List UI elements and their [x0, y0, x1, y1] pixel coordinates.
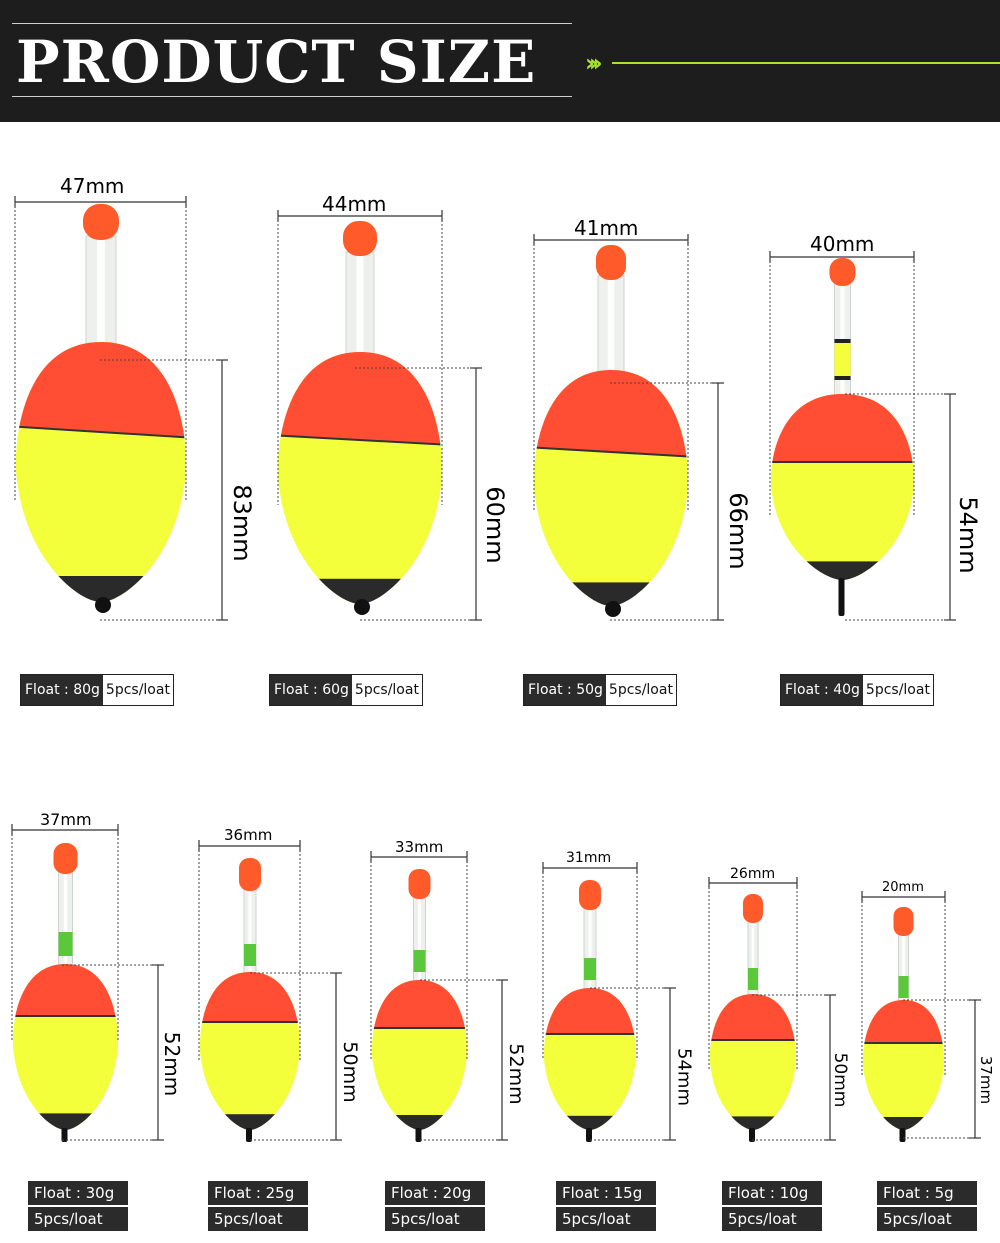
green-band [898, 976, 909, 998]
float-eyelet [354, 599, 370, 615]
quantity-label: 5pcs/loat [608, 682, 673, 698]
height-label: 60mm [481, 486, 509, 564]
weight-label: Float : 20g [385, 1181, 485, 1205]
height-label: 50mm [339, 1041, 361, 1103]
float-spec-tag: Float : 80g 5pcs/loat [20, 674, 174, 706]
float-spec-tag: Float : 40g 5pcs/loat [780, 674, 934, 706]
width-label: 20mm [882, 880, 924, 895]
float-red-cap [277, 352, 443, 445]
float-tip [743, 894, 763, 923]
header-banner: PRODUCT SIZE ››› [0, 0, 1000, 122]
quantity-label: 5pcs/loat [385, 1207, 485, 1231]
quantity-label: 5pcs/loat [28, 1207, 128, 1231]
height-label: 37mm [977, 1055, 995, 1105]
title-bottom-rule [12, 96, 572, 97]
float-red-cap [543, 988, 637, 1034]
width-label: 41mm [574, 216, 639, 240]
float-eyelet [95, 597, 111, 613]
float-red-cap [199, 972, 301, 1022]
height-label: 83mm [228, 484, 256, 562]
weight-label: Float : 5g [877, 1181, 977, 1205]
band-stripe [834, 339, 851, 343]
float-spec-tag: Float : 20g 5pcs/loat [385, 1181, 485, 1231]
green-band [413, 950, 426, 972]
width-label: 37mm [40, 810, 92, 829]
float-red-cap [770, 394, 915, 462]
float-tip [343, 221, 377, 256]
float-peg [246, 1128, 252, 1142]
float-peg [749, 1128, 755, 1142]
quantity-label: 5pcs/loat [354, 682, 419, 698]
float-spec-tag: Float : 5g 5pcs/loat [877, 1181, 977, 1231]
height-label: 54mm [954, 496, 982, 574]
green-band [58, 932, 73, 956]
weight-label: Float : 15g [556, 1181, 656, 1205]
width-label: 47mm [60, 174, 125, 198]
float-tip [239, 858, 261, 891]
quantity-label: 5pcs/loat [556, 1207, 656, 1231]
weight-label: Float : 25g [208, 1181, 308, 1205]
width-label: 33mm [395, 838, 444, 856]
float-spec-tag: Float : 15g 5pcs/loat [556, 1181, 656, 1231]
float-spec-tag: Float : 50g 5pcs/loat [523, 674, 677, 706]
green-band [584, 958, 596, 980]
float-peg [586, 1128, 592, 1142]
float-red-cap [12, 964, 119, 1016]
height-label: 54mm [673, 1048, 695, 1106]
float-spec-tag: Float : 30g 5pcs/loat [28, 1181, 128, 1231]
width-label: 36mm [224, 826, 273, 844]
seam-line [15, 425, 187, 439]
quantity-label: 5pcs/loat [877, 1207, 977, 1231]
float-tip [83, 204, 119, 240]
width-label: 40mm [810, 232, 875, 256]
float-peg [61, 1128, 68, 1142]
float-red-cap [709, 994, 797, 1040]
float-spec-tag: Float : 25g 5pcs/loat [208, 1181, 308, 1231]
float-tip [893, 907, 914, 936]
height-label: 66mm [724, 492, 752, 570]
width-label: 31mm [566, 850, 612, 866]
float-tip [829, 258, 856, 286]
height-label: 52mm [505, 1043, 527, 1105]
width-label: 44mm [322, 192, 387, 216]
weight-label: Float : 40g [781, 675, 863, 705]
yellow-band [834, 342, 851, 376]
quantity-label: 5pcs/loat [722, 1207, 822, 1231]
weight-label: Float : 30g [28, 1181, 128, 1205]
seam-line [277, 434, 443, 446]
float-red-cap [371, 980, 468, 1028]
quantity-label: 5pcs/loat [208, 1207, 308, 1231]
weight-label: Float : 60g [270, 675, 352, 705]
height-label: 52mm [160, 1031, 184, 1097]
seam-line [533, 446, 689, 458]
float-peg [899, 1128, 906, 1142]
weight-label: Float : 80g [21, 675, 103, 705]
green-band [748, 968, 758, 990]
float-red-cap [862, 1000, 945, 1043]
title-top-rule [12, 23, 572, 24]
green-band [244, 944, 256, 966]
float-red-cap [15, 342, 187, 438]
float-tip [53, 843, 78, 874]
accent-line [612, 62, 1000, 64]
float-peg [415, 1128, 422, 1142]
float-tip [596, 245, 626, 280]
float-spec-tag: Float : 60g 5pcs/loat [269, 674, 423, 706]
float-eyelet [605, 601, 621, 617]
weight-label: Float : 10g [722, 1181, 822, 1205]
page-title: PRODUCT SIZE [16, 28, 537, 96]
float-tip [579, 880, 601, 910]
float-spec-tag: Float : 10g 5pcs/loat [722, 1181, 822, 1231]
float-red-cap [533, 370, 689, 457]
width-label: 26mm [730, 866, 776, 882]
float-peg [838, 578, 845, 616]
height-label: 50mm [830, 1052, 850, 1108]
weight-label: Float : 50g [524, 675, 606, 705]
quantity-label: 5pcs/loat [105, 682, 170, 698]
band-stripe [834, 376, 851, 380]
quantity-label: 5pcs/loat [865, 682, 930, 698]
float-tip [408, 869, 431, 899]
